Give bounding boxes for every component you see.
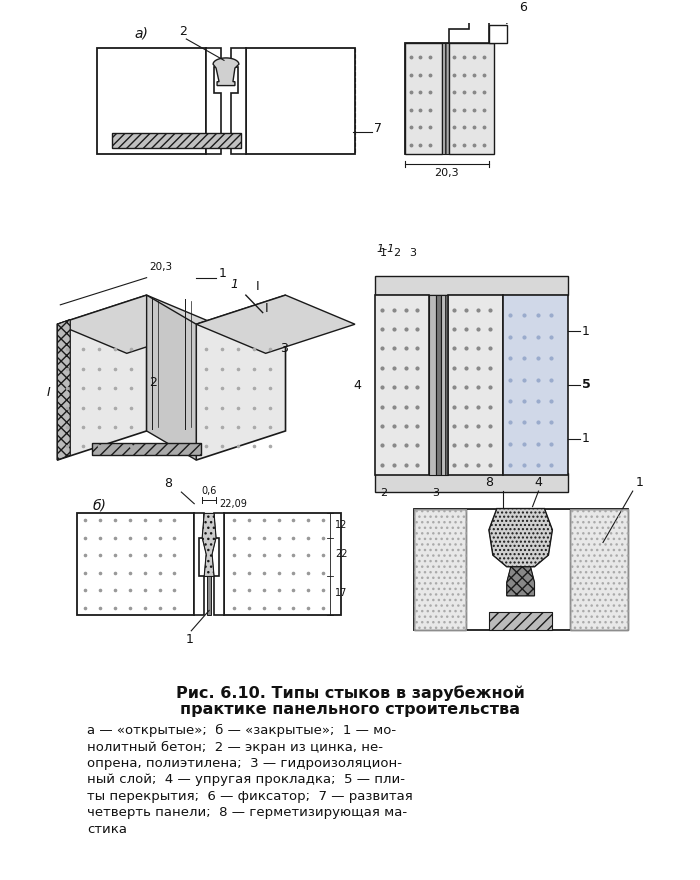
Text: 7: 7 bbox=[374, 122, 382, 135]
Polygon shape bbox=[196, 295, 286, 460]
Text: I: I bbox=[265, 302, 268, 314]
Polygon shape bbox=[449, 16, 489, 43]
Text: стика: стика bbox=[87, 823, 127, 836]
Polygon shape bbox=[489, 612, 552, 630]
Polygon shape bbox=[449, 43, 494, 155]
Polygon shape bbox=[146, 295, 196, 460]
Text: 22,09: 22,09 bbox=[219, 499, 247, 509]
Polygon shape bbox=[503, 295, 568, 474]
Polygon shape bbox=[414, 509, 628, 630]
Polygon shape bbox=[405, 43, 442, 155]
Text: нолитный бетон;  2 — экран из цинка, не-: нолитный бетон; 2 — экран из цинка, не- bbox=[87, 740, 383, 753]
Polygon shape bbox=[206, 48, 221, 155]
Text: 1: 1 bbox=[219, 267, 227, 280]
Text: практике панельного строительства: практике панельного строительства bbox=[180, 701, 520, 716]
Text: 2: 2 bbox=[380, 488, 387, 498]
Text: 2: 2 bbox=[179, 25, 187, 38]
Polygon shape bbox=[214, 513, 224, 615]
Polygon shape bbox=[112, 133, 241, 148]
Text: 0,6: 0,6 bbox=[202, 486, 217, 496]
Text: 4: 4 bbox=[353, 379, 361, 392]
Polygon shape bbox=[207, 576, 211, 615]
Polygon shape bbox=[441, 295, 448, 474]
Text: 1: 1 bbox=[582, 432, 590, 445]
Text: 8: 8 bbox=[164, 477, 172, 490]
Text: 1-1: 1-1 bbox=[377, 245, 395, 254]
Polygon shape bbox=[414, 509, 466, 630]
Text: 2: 2 bbox=[150, 376, 158, 389]
Text: 3: 3 bbox=[281, 342, 288, 355]
Polygon shape bbox=[213, 58, 239, 85]
Polygon shape bbox=[97, 48, 206, 155]
Polygon shape bbox=[196, 295, 355, 354]
Polygon shape bbox=[224, 513, 341, 615]
Text: 20,3: 20,3 bbox=[150, 262, 173, 272]
Polygon shape bbox=[405, 43, 489, 155]
Polygon shape bbox=[489, 26, 507, 43]
Polygon shape bbox=[570, 509, 628, 630]
Text: опрена, полиэтилена;  3 — гидроизоляцион-: опрена, полиэтилена; 3 — гидроизоляцион- bbox=[87, 757, 402, 770]
Polygon shape bbox=[429, 295, 436, 474]
Text: 3: 3 bbox=[433, 488, 440, 498]
Polygon shape bbox=[77, 513, 194, 615]
Polygon shape bbox=[246, 48, 355, 155]
Text: 2: 2 bbox=[393, 248, 400, 258]
Text: 1: 1 bbox=[380, 248, 387, 258]
Text: 3: 3 bbox=[410, 248, 416, 258]
Text: 20,3: 20,3 bbox=[434, 168, 458, 178]
Text: 1: 1 bbox=[582, 325, 590, 338]
Text: 8: 8 bbox=[485, 476, 493, 489]
Polygon shape bbox=[507, 567, 535, 596]
Polygon shape bbox=[374, 275, 568, 295]
Text: б): б) bbox=[92, 499, 106, 513]
Polygon shape bbox=[436, 295, 441, 474]
Text: 1: 1 bbox=[636, 476, 643, 489]
Text: I: I bbox=[47, 385, 50, 399]
Text: 5: 5 bbox=[582, 378, 591, 392]
Text: 17: 17 bbox=[335, 588, 347, 598]
Polygon shape bbox=[57, 295, 146, 460]
Polygon shape bbox=[202, 513, 216, 576]
Polygon shape bbox=[194, 513, 204, 615]
Polygon shape bbox=[231, 48, 246, 155]
Polygon shape bbox=[92, 443, 201, 455]
Polygon shape bbox=[448, 295, 503, 474]
Text: ный слой;  4 — упругая прокладка;  5 — пли-: ный слой; 4 — упругая прокладка; 5 — пли… bbox=[87, 774, 405, 787]
Polygon shape bbox=[57, 319, 70, 460]
Text: I: I bbox=[256, 280, 260, 293]
Text: а — «открытые»;  б — «закрытые»;  1 — мо-: а — «открытые»; б — «закрытые»; 1 — мо- bbox=[87, 724, 396, 737]
Polygon shape bbox=[489, 509, 552, 567]
Polygon shape bbox=[57, 295, 216, 354]
Text: 22: 22 bbox=[335, 549, 348, 559]
Text: 12: 12 bbox=[335, 520, 347, 530]
Text: 1: 1 bbox=[231, 278, 239, 291]
Text: ты перекрытия;  6 — фиксатор;  7 — развитая: ты перекрытия; 6 — фиксатор; 7 — развита… bbox=[87, 790, 413, 803]
Polygon shape bbox=[374, 295, 429, 474]
Polygon shape bbox=[442, 43, 449, 155]
Text: четверть панели;  8 — герметизирующая ма-: четверть панели; 8 — герметизирующая ма- bbox=[87, 806, 407, 819]
Polygon shape bbox=[374, 473, 568, 492]
Text: 4: 4 bbox=[535, 476, 542, 489]
Text: 1: 1 bbox=[186, 633, 193, 646]
Text: а): а) bbox=[134, 27, 148, 41]
Text: 6: 6 bbox=[519, 1, 526, 14]
Text: Рис. 6.10. Типы стыков в зарубежной: Рис. 6.10. Типы стыков в зарубежной bbox=[176, 686, 524, 700]
